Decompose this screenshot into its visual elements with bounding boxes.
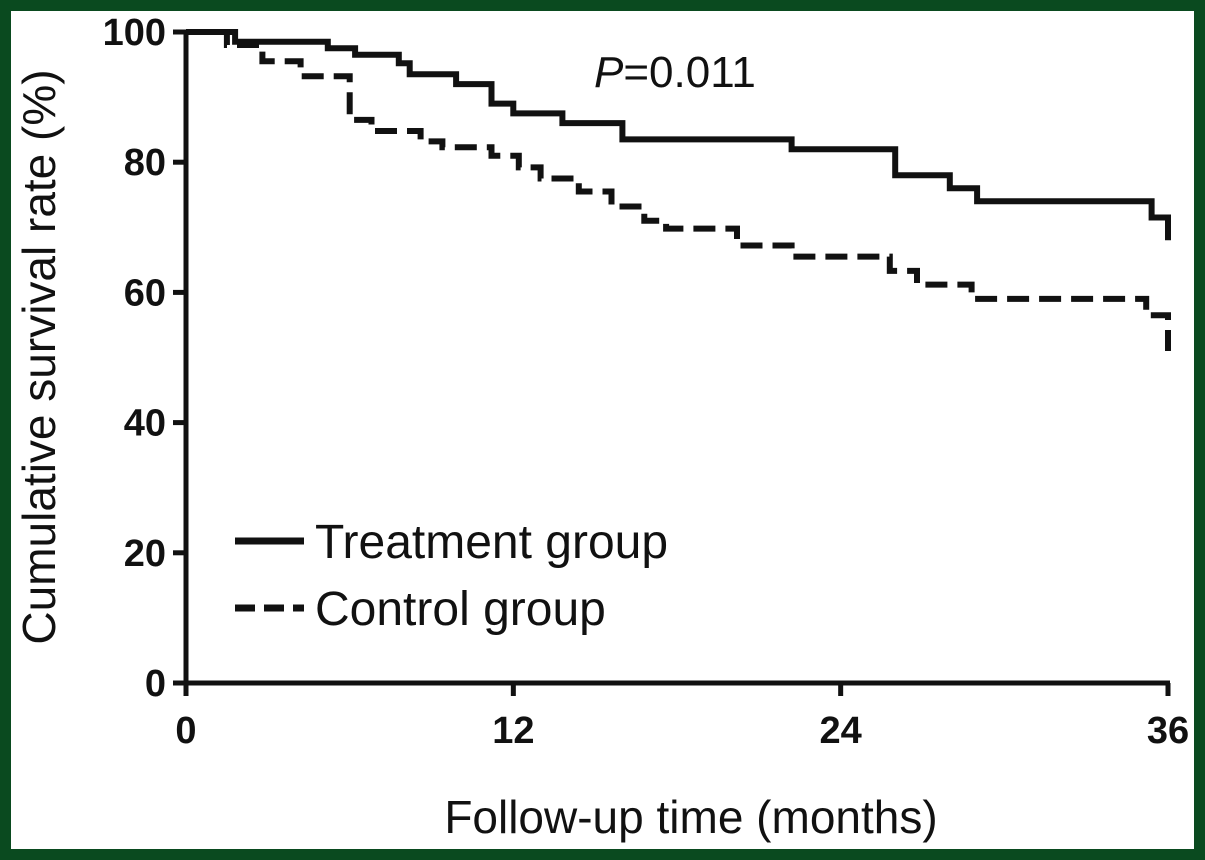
legend: Treatment group Control group [235, 516, 668, 636]
p-value-annotation: P=0.011 [594, 48, 756, 97]
series-layer [186, 29, 1171, 351]
x-axis-title: Follow-up time (months) [444, 791, 937, 843]
p-value-number: =0.011 [623, 48, 756, 97]
x-tick-label: 12 [492, 710, 534, 752]
x-tick-label: 0 [175, 710, 196, 752]
y-axis-title: Cumulative survival rate (%) [13, 69, 65, 644]
survival-chart: 0 20 40 60 80 100 0 12 24 36 Cumulative survival … [13, 12, 1190, 843]
y-tick-label: 40 [124, 403, 166, 445]
legend-label-treatment: Treatment group [315, 516, 668, 569]
series-line-treatment [186, 29, 1171, 241]
legend-label-control: Control group [315, 583, 606, 636]
y-tick-label: 80 [124, 142, 166, 184]
y-tick-label: 100 [103, 12, 166, 54]
series-line-control [186, 29, 1171, 351]
x-tick-label: 24 [820, 710, 862, 752]
y-tick-label: 0 [145, 663, 166, 705]
y-tick-label: 60 [124, 272, 166, 314]
y-tick-label: 20 [124, 533, 166, 575]
p-value-letter: P [594, 48, 624, 97]
x-tick-label: 36 [1147, 710, 1189, 752]
axes: 0 20 40 60 80 100 0 12 24 36 [103, 12, 1190, 752]
